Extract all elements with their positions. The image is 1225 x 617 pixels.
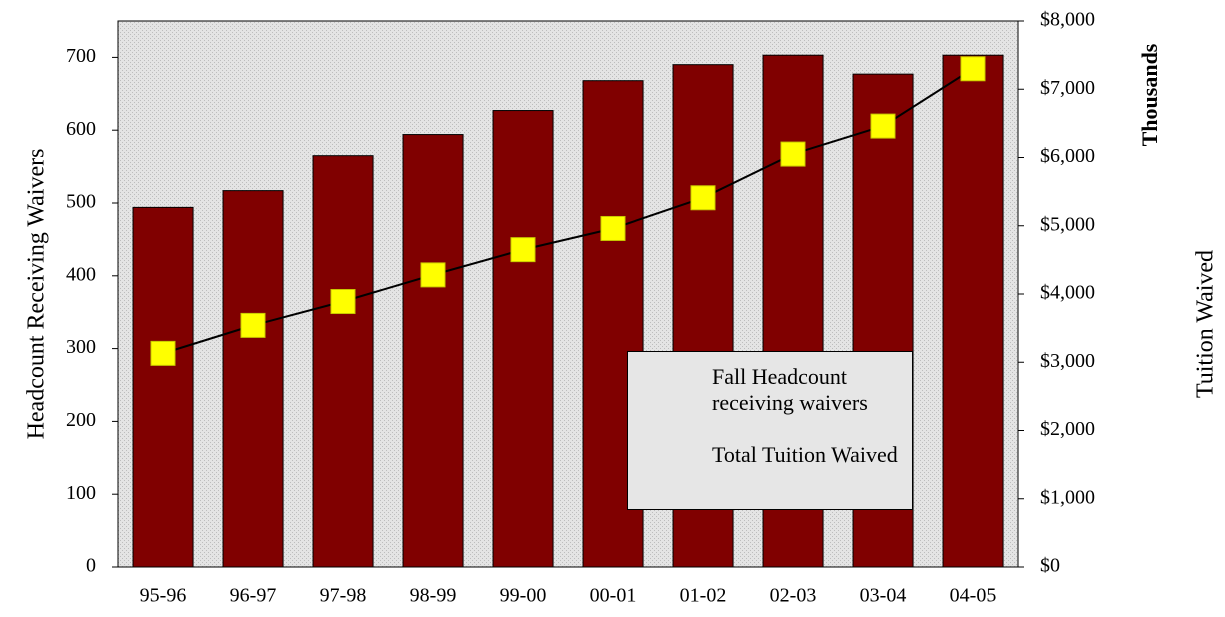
- y-tick-label: 600: [66, 118, 96, 140]
- bar: [492, 110, 554, 568]
- legend-label: Fall Headcount receiving waivers: [712, 364, 868, 415]
- x-tick-label: 95-96: [140, 585, 187, 607]
- y-tick-label: 200: [66, 409, 96, 431]
- bar: [222, 190, 284, 568]
- y-tick-label: 300: [66, 336, 96, 358]
- marker: [330, 289, 356, 315]
- bar: [402, 134, 464, 568]
- y2-tick-label: $1,000: [1040, 486, 1095, 508]
- legend-label: Total Tuition Waived: [712, 442, 898, 467]
- legend: Fall Headcount receiving waivers Total T…: [627, 351, 913, 510]
- x-tick-label: 00-01: [590, 585, 637, 607]
- bar: [312, 155, 374, 568]
- x-tick-label: 01-02: [680, 585, 727, 607]
- y-tick-label: 100: [66, 482, 96, 504]
- bar: [942, 54, 1004, 568]
- marker: [780, 141, 806, 167]
- y2-tick-label: $0: [1040, 555, 1060, 577]
- bar: [132, 206, 194, 568]
- y-tick-label: 400: [66, 263, 96, 285]
- y2-tick-label: $7,000: [1040, 77, 1095, 99]
- y-tick-label: 700: [66, 45, 96, 67]
- x-tick-label: 97-98: [320, 585, 367, 607]
- x-tick-label: 04-05: [950, 585, 997, 607]
- y2-tick-label: $5,000: [1040, 213, 1095, 235]
- y2-tick-label: $2,000: [1040, 418, 1095, 440]
- marker: [150, 340, 176, 366]
- y-tick-label: 500: [66, 191, 96, 213]
- x-tick-label: 96-97: [230, 585, 277, 607]
- y2-unit-label: Thousands: [1137, 43, 1162, 146]
- y2-tick-label: $8,000: [1040, 9, 1095, 31]
- y-axis-title: Headcount Receiving Waivers: [24, 149, 50, 440]
- y2-axis-title: Tuition Waived: [1193, 250, 1219, 398]
- marker: [420, 262, 446, 288]
- marker: [600, 215, 626, 241]
- x-tick-label: 02-03: [770, 585, 817, 607]
- y2-tick-label: $4,000: [1040, 282, 1095, 304]
- line: [162, 67, 974, 355]
- marker: [960, 56, 986, 82]
- y-tick-label: 0: [86, 555, 96, 577]
- marker: [240, 312, 266, 338]
- x-tick-label: 03-04: [860, 585, 907, 607]
- marker: [870, 113, 896, 139]
- marker: [510, 237, 536, 263]
- x-tick-label: 99-00: [500, 585, 547, 607]
- marker: [690, 185, 716, 211]
- y2-tick-label: $3,000: [1040, 350, 1095, 372]
- x-tick-label: 98-99: [410, 585, 457, 607]
- y2-tick-label: $6,000: [1040, 145, 1095, 167]
